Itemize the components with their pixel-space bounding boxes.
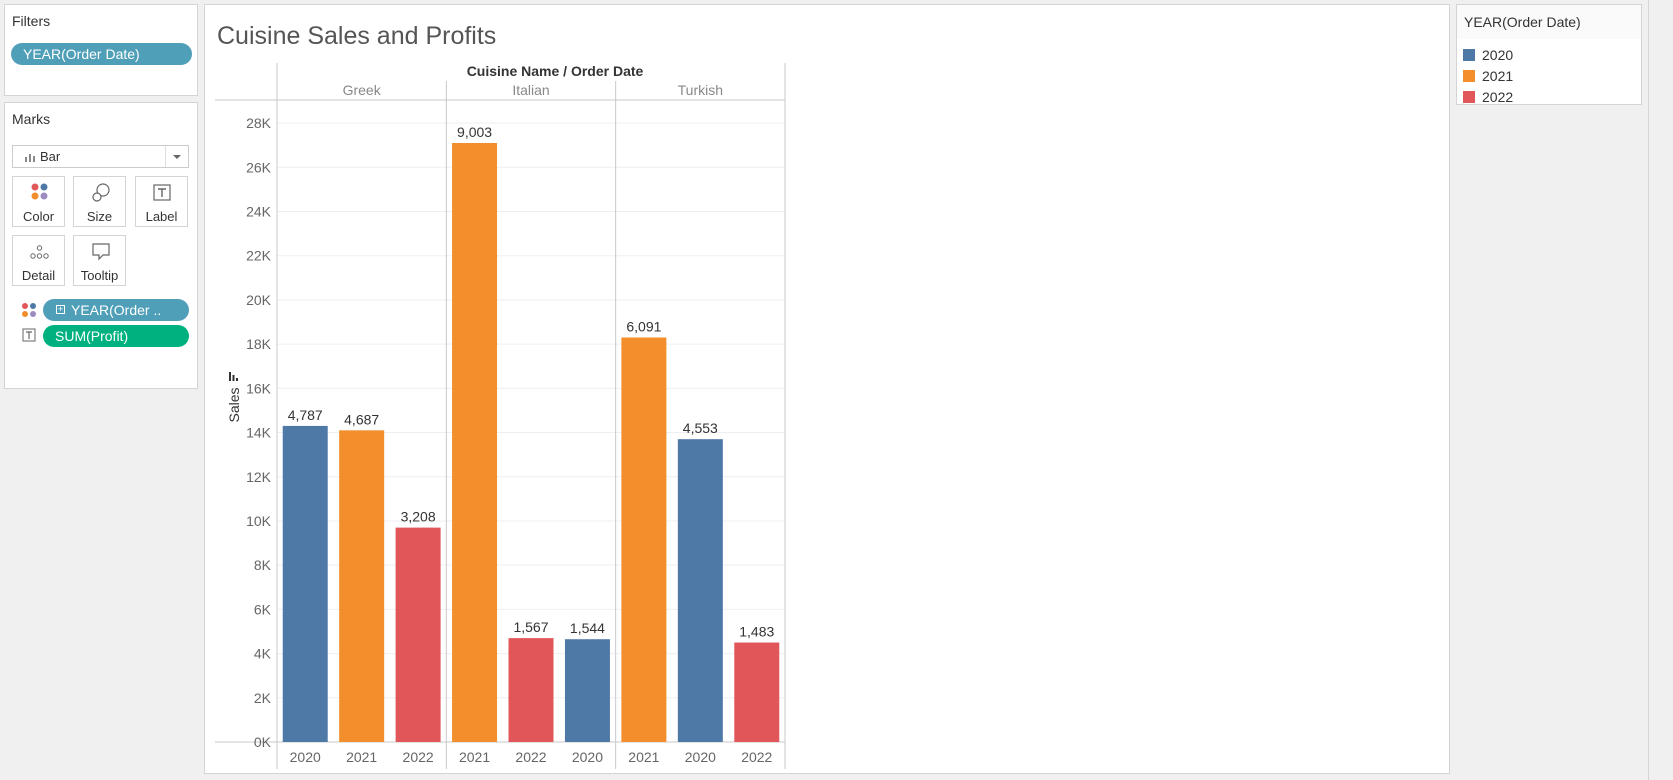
y-tick-label: 20K: [246, 292, 272, 308]
y-tick-label: 6K: [254, 601, 272, 617]
y-axis-title: Sales: [226, 372, 242, 423]
label-card-label: Label: [136, 209, 187, 224]
legend-item-2021[interactable]: 2021: [1463, 68, 1513, 84]
detail-dots-icon: [13, 242, 66, 262]
bar-italian-2022[interactable]: [509, 638, 554, 742]
chart-worksheet: Cuisine Sales and Profits Cuisine Name /…: [204, 4, 1450, 774]
legend-header: YEAR(Order Date): [1457, 5, 1641, 39]
chevron-down-icon[interactable]: [165, 146, 188, 167]
bar-profit-label: 9,003: [457, 124, 492, 140]
y-axis-label: Sales: [226, 387, 242, 422]
bar-profit-label: 6,091: [626, 319, 661, 335]
y-tick-label: 28K: [246, 115, 272, 131]
label-card[interactable]: Label: [135, 176, 188, 227]
y-tick-label: 0K: [254, 734, 272, 750]
legend-item-label: 2020: [1482, 47, 1513, 63]
detail-card[interactable]: Detail: [12, 235, 65, 286]
x-tick-label: 2021: [628, 749, 659, 765]
group-headers: Greek Italian Turkish: [343, 82, 723, 98]
marks-title: Marks: [12, 111, 50, 127]
mark-type-label: Bar: [40, 146, 60, 167]
y-tick-label: 16K: [246, 380, 272, 396]
bar-greek-2020[interactable]: [283, 426, 328, 742]
size-card-label: Size: [74, 209, 125, 224]
year-field-label: YEAR(Order ..: [71, 302, 161, 318]
marks-card: Marks Bar Color Size Label Detail: [4, 102, 198, 389]
y-tick-label: 24K: [246, 204, 272, 220]
sort-icon[interactable]: [229, 372, 238, 381]
bar-profit-label: 1,483: [739, 624, 774, 640]
x-tick-label: 2021: [346, 749, 377, 765]
bar-profit-label: 4,787: [288, 407, 323, 423]
y-tick-label: 12K: [246, 469, 272, 485]
profit-label-field-pill[interactable]: SUM(Profit): [43, 325, 189, 347]
y-axis: 0K 2K 4K 6K 8K 10K 12K 14K 16K 18K 20K 22K 24K 26K 28K: [246, 115, 272, 750]
bar-italian-2021[interactable]: [452, 143, 497, 742]
legend-item-label: 2021: [1482, 68, 1513, 84]
x-tick-label: 2020: [685, 749, 716, 765]
label-t-icon: [22, 328, 36, 342]
x-tick-label: 2020: [290, 749, 321, 765]
bar-profit-label: 4,687: [344, 411, 379, 427]
tooltip-card[interactable]: Tooltip: [73, 235, 126, 286]
mark-type-dropdown[interactable]: Bar: [12, 145, 189, 168]
bar-turkish-2020[interactable]: [678, 439, 723, 742]
column-header-label: Cuisine Name / Order Date: [467, 63, 644, 79]
y-tick-label: 4K: [254, 646, 272, 662]
label-t-icon: [136, 183, 189, 203]
color-card-label: Color: [13, 209, 64, 224]
filters-shelf: Filters YEAR(Order Date): [4, 4, 198, 96]
x-axis: 2020 2021 2022 2021 2022 2020 2021 2020 2022: [290, 749, 773, 765]
y-tick-label: 10K: [246, 513, 272, 529]
x-tick-label: 2022: [403, 749, 434, 765]
y-tick-label: 8K: [254, 557, 272, 573]
group-header-turkish: Turkish: [678, 82, 723, 98]
color-dots-icon: [13, 183, 66, 203]
y-tick-label: 14K: [246, 425, 272, 441]
y-tick-label: 26K: [246, 159, 272, 175]
y-tick-label: 18K: [246, 336, 272, 352]
color-dots-icon: [21, 302, 37, 318]
filter-pill-year[interactable]: YEAR(Order Date): [11, 43, 192, 65]
tooltip-bubble-icon: [74, 242, 127, 262]
legend-item-2020[interactable]: 2020: [1463, 47, 1513, 63]
group-header-greek: Greek: [343, 82, 382, 98]
legend-title: YEAR(Order Date): [1464, 14, 1581, 30]
bar-italian-2020[interactable]: [565, 639, 610, 742]
x-tick-label: 2022: [741, 749, 772, 765]
plus-box-icon[interactable]: +: [56, 305, 65, 314]
bar-greek-2021[interactable]: [339, 430, 384, 742]
group-header-italian: Italian: [512, 82, 549, 98]
filters-title: Filters: [12, 13, 50, 29]
y-tick-label: 22K: [246, 248, 272, 264]
bar-profit-label: 1,544: [570, 620, 605, 636]
legend-swatch: [1463, 49, 1475, 61]
bar-profit-label: 4,553: [683, 420, 718, 436]
bar-turkish-2022[interactable]: [734, 643, 779, 742]
x-tick-label: 2021: [459, 749, 490, 765]
bar-turkish-2021[interactable]: [621, 338, 666, 742]
sheet-edge: [1648, 0, 1659, 780]
legend-swatch: [1463, 70, 1475, 82]
x-tick-label: 2020: [572, 749, 603, 765]
detail-card-label: Detail: [13, 268, 64, 283]
bar-chart-icon: [24, 152, 36, 162]
size-icon: [74, 183, 127, 203]
bar-profit-label: 1,567: [513, 619, 548, 635]
x-tick-label: 2022: [515, 749, 546, 765]
tooltip-card-label: Tooltip: [74, 268, 125, 283]
size-card[interactable]: Size: [73, 176, 126, 227]
color-legend: YEAR(Order Date) 2020 2021 2022: [1456, 4, 1642, 105]
y-tick-label: 2K: [254, 690, 272, 706]
year-color-field-pill[interactable]: + YEAR(Order ..: [43, 299, 189, 321]
legend-swatch: [1463, 91, 1475, 103]
chart-title: Cuisine Sales and Profits: [217, 22, 496, 50]
bar-profit-label: 3,208: [401, 509, 436, 525]
legend-item-2022[interactable]: 2022: [1463, 89, 1513, 105]
legend-item-label: 2022: [1482, 89, 1513, 105]
sales-bar-chart: Cuisine Sales and Profits Cuisine Name /…: [205, 5, 1449, 773]
color-card[interactable]: Color: [12, 176, 65, 227]
bar-greek-2022[interactable]: [396, 528, 441, 742]
